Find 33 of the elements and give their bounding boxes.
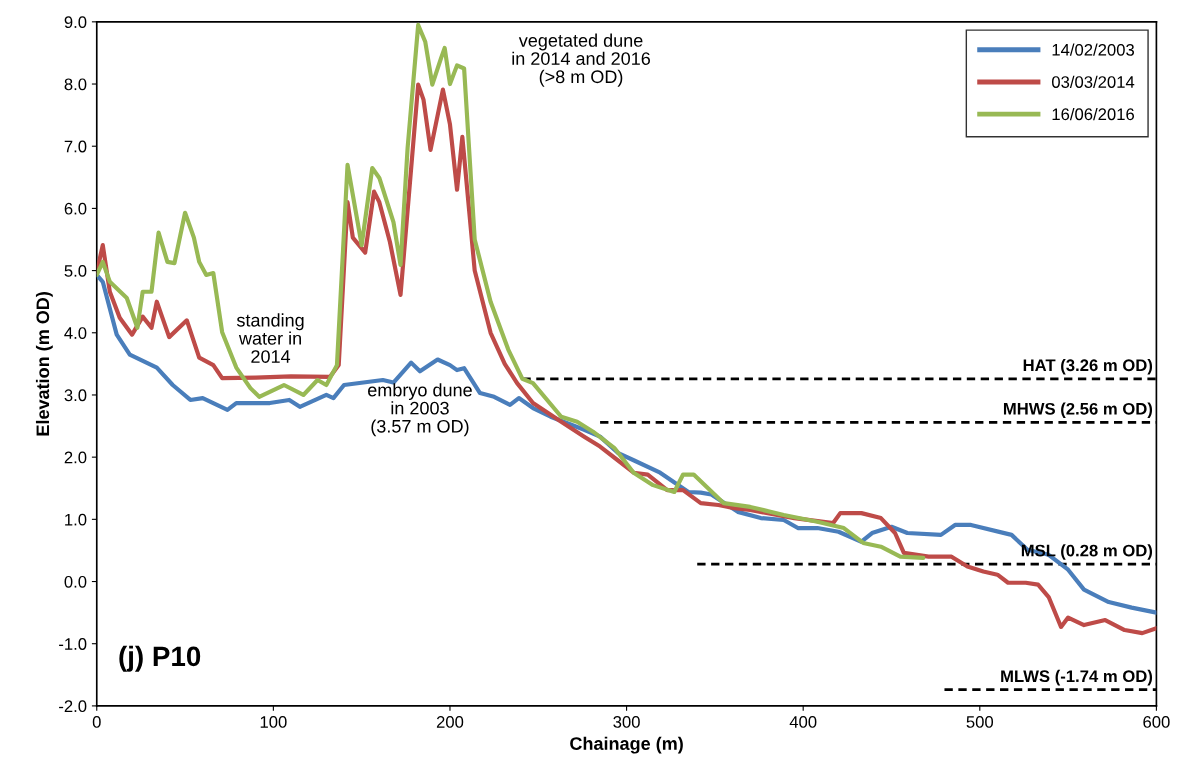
series-label: MLWS (-1.74 m OD) bbox=[1001, 669, 1153, 686]
y-tick-label: 6.0 bbox=[64, 202, 87, 215]
line-series bbox=[96, 272, 1157, 615]
y-tick-label: 3.0 bbox=[64, 389, 87, 402]
x-axis-title: Chainage (m) bbox=[570, 736, 683, 754]
x-tick-label: 400 bbox=[789, 716, 817, 728]
annotation: embryo dune in 2003 (3.57 m OD) bbox=[368, 383, 472, 437]
annotation: vegetated dune in 2014 and 2016 (>8 m OD) bbox=[512, 33, 651, 87]
y-tick-label: -2.0 bbox=[59, 700, 87, 713]
legend-label: 14/02/2003 bbox=[1052, 43, 1135, 56]
y-tick-label: 8.0 bbox=[64, 78, 87, 91]
y-axis-title: Elevation (m OD) bbox=[35, 292, 53, 436]
y-tick-label: 4.0 bbox=[64, 327, 87, 339]
x-tick-label: 200 bbox=[436, 716, 464, 728]
y-tick-label: 2.0 bbox=[64, 451, 87, 464]
x-tick-label: 500 bbox=[966, 716, 994, 728]
legend-label: 16/06/2016 bbox=[1052, 107, 1135, 121]
series-label: MHWS (2.56 m OD) bbox=[1003, 402, 1153, 418]
y-tick-label: -1.0 bbox=[59, 638, 87, 650]
y-tick-label: 9.0 bbox=[64, 16, 87, 29]
x-tick-label: 600 bbox=[1143, 716, 1170, 728]
annotation: (j) P10 bbox=[119, 645, 201, 672]
y-tick-label: 7.0 bbox=[64, 140, 87, 153]
series-label: HAT (3.26 m OD) bbox=[1023, 358, 1153, 375]
x-tick-label: 100 bbox=[260, 716, 287, 728]
y-tick-label: 5.0 bbox=[64, 264, 87, 277]
annotation: standing water in 2014 bbox=[236, 313, 304, 363]
x-tick-label: 0 bbox=[92, 716, 101, 728]
line-series bbox=[96, 22, 926, 560]
legend-label: 03/03/2014 bbox=[1051, 75, 1135, 88]
y-tick-label: 0.0 bbox=[64, 575, 87, 588]
y-tick-label: 1.0 bbox=[65, 513, 87, 526]
x-tick-label: 300 bbox=[613, 716, 640, 728]
